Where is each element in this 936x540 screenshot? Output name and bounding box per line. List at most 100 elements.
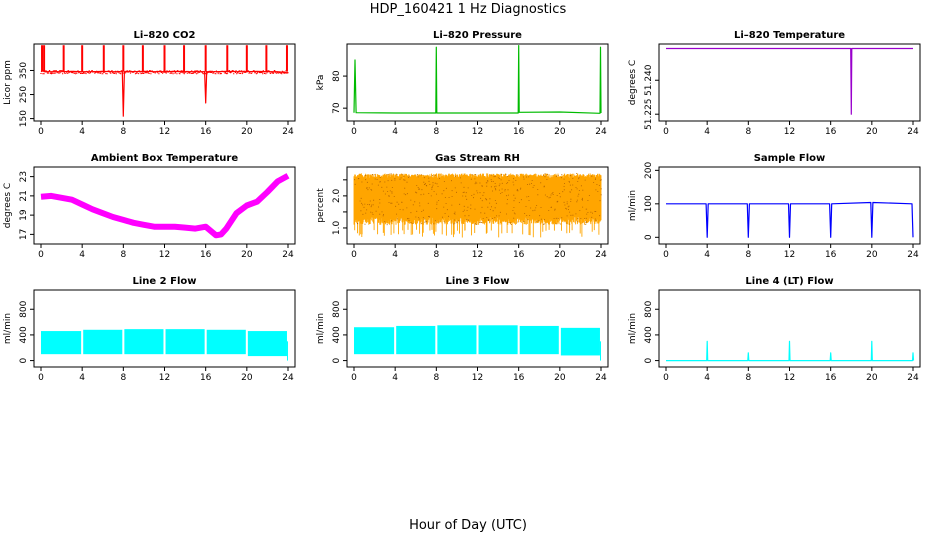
y-axis-label: degrees C xyxy=(628,60,638,105)
y-tick-label: 21 xyxy=(19,190,29,201)
x-tick-label: 24 xyxy=(282,250,294,260)
figure-title: HDP_160421 1 Hz Diagnostics xyxy=(369,2,567,17)
x-tick-label: 16 xyxy=(513,250,525,260)
flow-band xyxy=(124,329,164,355)
y-tick-label: 70 xyxy=(332,102,342,114)
x-tick-label: 20 xyxy=(241,250,253,260)
x-tick-label: 12 xyxy=(472,250,483,260)
y-axis-label: ml/min xyxy=(316,313,326,344)
y-tick-label: 80 xyxy=(332,70,342,82)
x-tick-label: 12 xyxy=(159,250,170,260)
data-layer xyxy=(353,173,602,238)
x-tick-label: 12 xyxy=(472,127,483,137)
x-tick-label: 24 xyxy=(907,250,919,260)
x-tick-label: 16 xyxy=(513,373,525,383)
panel-title: Li–820 Pressure xyxy=(433,30,522,41)
x-tick-label: 12 xyxy=(784,250,795,260)
y-axis-label: ml/min xyxy=(3,313,13,344)
series-line xyxy=(40,69,289,117)
plot-frame xyxy=(33,166,296,245)
x-tick-label: 24 xyxy=(595,373,607,383)
x-tick-label: 8 xyxy=(745,250,751,260)
panel-title: Li–820 Temperature xyxy=(734,30,845,41)
y-axis-label: percent xyxy=(316,188,326,223)
x-tick-label: 16 xyxy=(825,127,837,137)
y-axis-label: Licor ppm xyxy=(3,60,13,105)
panel-2: Li–820 Pressure kPa 0 4 8 12 16 20 24 70 80 xyxy=(316,30,609,137)
panel-title: Line 2 Flow xyxy=(133,276,197,287)
x-tick-label: 20 xyxy=(554,373,566,383)
y-tick-label: 17 xyxy=(19,229,29,240)
x-tick-label: 12 xyxy=(472,373,483,383)
panel-8: Line 3 Flow ml/min 0 4 8 12 16 20 24 0 400 800 xyxy=(316,276,609,383)
x-tick-label: 20 xyxy=(866,373,878,383)
data-layer xyxy=(41,329,288,361)
x-tick-label: 8 xyxy=(120,250,126,260)
y-tick-label: 800 xyxy=(644,300,654,317)
x-tick-label: 0 xyxy=(663,127,669,137)
panel-title: Line 4 (LT) Flow xyxy=(745,276,833,287)
series-line xyxy=(353,45,602,114)
panel-title: Line 3 Flow xyxy=(446,276,510,287)
y-tick-label: 400 xyxy=(332,326,342,343)
x-tick-label: 8 xyxy=(433,127,439,137)
data-layer xyxy=(40,45,289,117)
x-tick-label: 4 xyxy=(704,250,710,260)
x-tick-label: 4 xyxy=(79,250,85,260)
x-tick-label: 0 xyxy=(351,127,357,137)
x-tick-label: 4 xyxy=(79,373,85,383)
x-tick-label: 0 xyxy=(38,127,44,137)
flow-band xyxy=(560,327,600,356)
x-tick-label: 12 xyxy=(159,373,170,383)
panel-title: Gas Stream RH xyxy=(435,153,520,164)
series-line xyxy=(353,173,602,238)
data-layer xyxy=(666,201,914,238)
plot-frame xyxy=(346,43,609,122)
y-tick-label: 400 xyxy=(19,326,29,343)
series-line xyxy=(666,201,914,238)
x-tick-label: 24 xyxy=(282,373,294,383)
x-tick-label: 4 xyxy=(392,250,398,260)
data-layer xyxy=(666,340,915,362)
flow-band xyxy=(354,327,395,355)
y-axis-label: ml/min xyxy=(628,313,638,344)
x-tick-label: 24 xyxy=(282,127,294,137)
series-texture xyxy=(354,173,602,226)
panel-4: Ambient Box Temperature degrees C 0 4 8 12 16 2… xyxy=(3,153,296,260)
data-layer xyxy=(40,173,290,239)
x-tick-label: 4 xyxy=(392,373,398,383)
panel-7: Line 2 Flow ml/min 0 4 8 12 16 20 24 0 400 800 xyxy=(3,276,296,383)
x-tick-label: 0 xyxy=(351,250,357,260)
x-axis-caption: Hour of Day (UTC) xyxy=(409,518,527,533)
x-tick-label: 8 xyxy=(120,373,126,383)
flow-band xyxy=(478,325,518,355)
panel-3: Li–820 Temperature degrees C 0 4 8 12 16 20 24 51… xyxy=(628,30,921,137)
x-tick-label: 0 xyxy=(663,250,669,260)
x-tick-label: 12 xyxy=(784,373,795,383)
x-tick-label: 16 xyxy=(825,373,837,383)
x-tick-label: 24 xyxy=(907,127,919,137)
x-tick-label: 16 xyxy=(513,127,525,137)
y-tick-label: 23 xyxy=(19,171,29,182)
panel-title: Ambient Box Temperature xyxy=(91,153,238,164)
x-tick-label: 8 xyxy=(433,373,439,383)
series-line xyxy=(666,340,915,362)
y-tick-label: 51.225 xyxy=(644,98,654,129)
y-tick-label: 0 xyxy=(644,234,654,240)
y-tick-label: 800 xyxy=(332,300,342,317)
flow-band xyxy=(165,329,205,355)
x-tick-label: 16 xyxy=(200,373,212,383)
y-axis-label: ml/min xyxy=(628,190,638,221)
panel-5: Gas Stream RH percent 0 4 8 12 16 20 24 1.0 2.0 xyxy=(316,153,609,260)
y-tick-label: 350 xyxy=(19,62,29,79)
x-tick-label: 16 xyxy=(825,250,837,260)
x-tick-label: 4 xyxy=(704,373,710,383)
x-tick-label: 16 xyxy=(200,127,212,137)
x-tick-label: 24 xyxy=(595,127,607,137)
x-tick-label: 4 xyxy=(392,127,398,137)
x-tick-label: 8 xyxy=(120,127,126,137)
panel-9: Line 4 (LT) Flow ml/min 0 4 8 12 16 20 24 0 400 800 xyxy=(628,276,921,383)
flow-band xyxy=(41,331,82,355)
x-tick-label: 24 xyxy=(595,250,607,260)
